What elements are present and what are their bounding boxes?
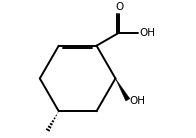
Text: O: O [115,2,123,12]
Text: OH: OH [139,28,155,38]
Polygon shape [115,78,130,101]
Text: OH: OH [129,96,145,106]
